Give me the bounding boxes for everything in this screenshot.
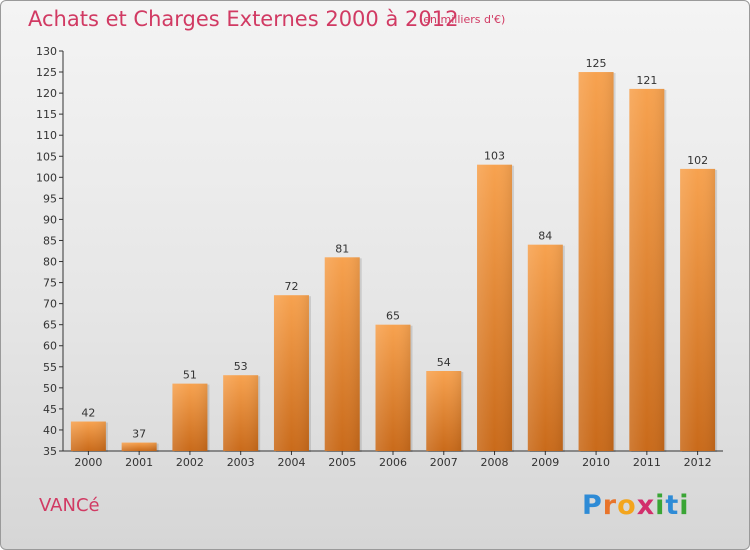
y-tick-label: 100 <box>36 171 57 184</box>
x-tick-label: 2005 <box>328 456 356 469</box>
y-tick-label: 75 <box>43 277 57 290</box>
bar-shine <box>70 421 106 451</box>
city-name: VANCé <box>39 495 100 516</box>
data-label: 103 <box>484 150 505 163</box>
bar-shine <box>426 371 462 451</box>
y-tick-label: 65 <box>43 319 57 332</box>
y-tick-label: 70 <box>43 298 57 311</box>
y-tick-label: 95 <box>43 192 57 205</box>
data-label: 81 <box>335 242 349 255</box>
y-tick-label: 55 <box>43 361 57 374</box>
y-tick-label: 120 <box>36 87 57 100</box>
y-tick-label: 90 <box>43 213 57 226</box>
data-label: 121 <box>636 74 657 87</box>
bar-shine <box>375 324 411 451</box>
y-tick-label: 130 <box>36 45 57 58</box>
bars-group: 42 37 51 53 72 81 65 54 103 84 125 121 102 <box>70 57 718 453</box>
y-tick-label: 85 <box>43 234 57 247</box>
bar-shine <box>477 164 513 451</box>
x-tick-label: 2001 <box>125 456 153 469</box>
data-label: 102 <box>687 154 708 167</box>
data-label: 54 <box>437 356 451 369</box>
logo-letter: o <box>617 490 637 521</box>
y-tick-label: 110 <box>36 129 57 142</box>
bar-shine <box>578 72 614 451</box>
y-tick-label: 125 <box>36 66 57 79</box>
y-tick-label: 105 <box>36 150 57 163</box>
data-label: 65 <box>386 310 400 323</box>
logo-letter: i <box>655 490 666 521</box>
data-label: 72 <box>284 280 298 293</box>
data-label: 84 <box>538 230 552 243</box>
bar-shine <box>121 442 157 451</box>
data-label: 53 <box>234 360 248 373</box>
y-tick-label: 80 <box>43 256 57 269</box>
y-tick-label: 40 <box>43 424 57 437</box>
data-label: 42 <box>81 407 95 420</box>
x-tick-label: 2002 <box>176 456 204 469</box>
logo-letter: t <box>665 490 680 521</box>
x-tick-label: 2006 <box>379 456 407 469</box>
chart-title: Achats et Charges Externes 2000 à 2012 <box>28 7 459 31</box>
x-tick-label: 2011 <box>633 456 661 469</box>
y-tick-label: 50 <box>43 382 57 395</box>
data-label: 125 <box>586 57 607 70</box>
bar-shine <box>172 383 208 451</box>
x-tick-label: 2000 <box>74 456 102 469</box>
data-label: 51 <box>183 369 197 382</box>
data-label: 37 <box>132 428 146 441</box>
y-tick-label: 45 <box>43 403 57 416</box>
y-tick-label: 60 <box>43 340 57 353</box>
bar-shine <box>629 88 665 451</box>
logo-letter: i <box>679 490 690 521</box>
x-tick-label: 2003 <box>227 456 255 469</box>
x-tick-label: 2012 <box>684 456 712 469</box>
bar-shine <box>527 244 563 451</box>
x-tick-label: 2010 <box>582 456 610 469</box>
x-tick-label: 2008 <box>481 456 509 469</box>
logo-letter: P <box>582 490 603 521</box>
proxiti-logo: Proxiti <box>582 490 690 521</box>
chart-subtitle: (en milliers d'€) <box>419 13 506 26</box>
axes: 35 40 45 50 55 60 65 70 75 80 85 90 95 100 105 110 115 12… <box>36 45 723 469</box>
bar-shine <box>273 295 309 451</box>
logo-letter: r <box>602 490 618 521</box>
bar-shine <box>324 257 360 451</box>
bar-shine <box>223 375 259 451</box>
x-tick-label: 2004 <box>277 456 305 469</box>
y-tick-label: 35 <box>43 445 57 458</box>
x-tick-label: 2007 <box>430 456 458 469</box>
x-tick-label: 2009 <box>531 456 559 469</box>
logo-letter: x <box>636 490 656 521</box>
bar-shine <box>680 168 716 452</box>
y-tick-label: 115 <box>36 108 57 121</box>
